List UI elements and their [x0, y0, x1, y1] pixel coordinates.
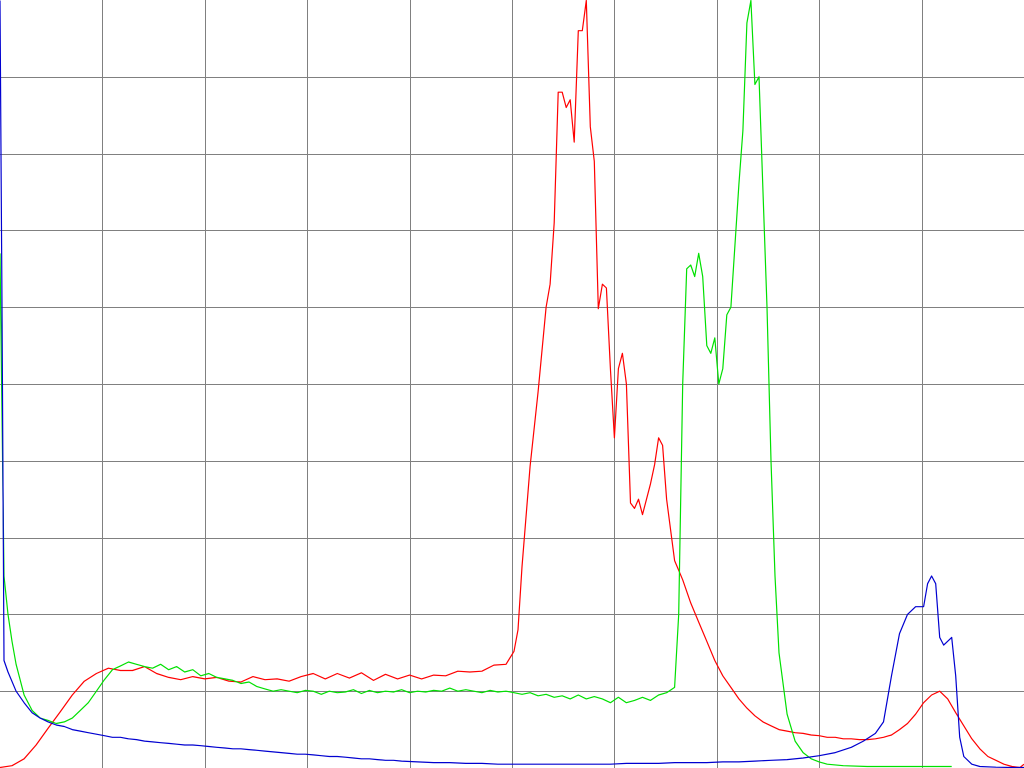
series-line-2 — [0, 0, 952, 768]
